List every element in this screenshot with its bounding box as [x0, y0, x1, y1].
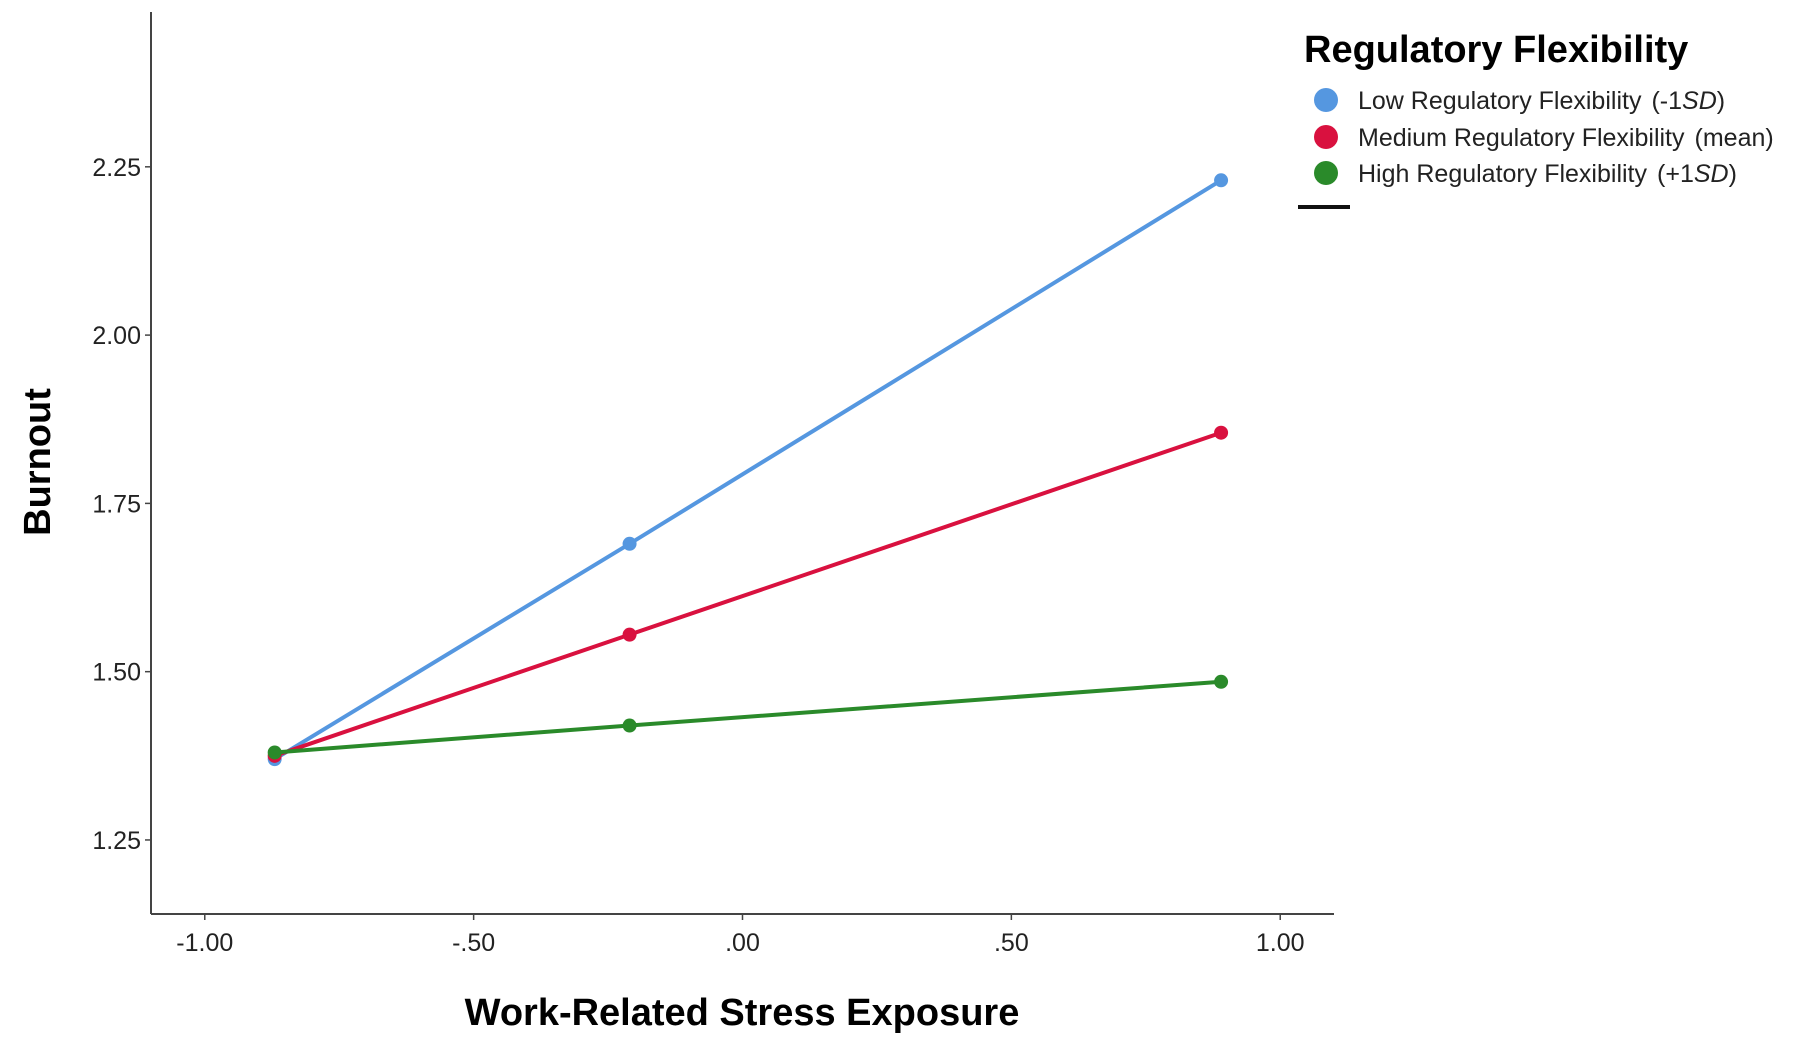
legend-label: Low Regulatory Flexibility (-1SD): [1358, 87, 1725, 115]
series-low: [267, 173, 1229, 767]
data-point: [622, 536, 637, 551]
x-tick-label: 1.00: [1256, 929, 1305, 957]
series-line: [272, 430, 1224, 758]
x-tick-label: -.50: [452, 929, 495, 957]
series-high: [267, 674, 1229, 760]
legend: Regulatory Flexibility Low Regulatory Fl…: [1298, 29, 1774, 209]
data-point: [1214, 173, 1229, 188]
legend-label: Medium Regulatory Flexibility (mean): [1358, 124, 1774, 152]
y-tick-labels: 1.25 1.50 1.75 2.00 2.25: [92, 154, 151, 855]
x-tick-label: .50: [994, 929, 1029, 957]
legend-marker: [1314, 88, 1338, 112]
legend-label: High Regulatory Flexibility (+1SD): [1358, 160, 1737, 188]
series-medium: [267, 425, 1229, 763]
x-tick-label: .00: [725, 929, 760, 957]
legend-marker: [1314, 161, 1338, 185]
series-line: [272, 679, 1224, 755]
series-layer: [267, 173, 1229, 767]
data-point: [267, 745, 282, 760]
data-point: [1214, 674, 1229, 689]
data-point: [622, 627, 637, 642]
x-axis-title: Work-Related Stress Exposure: [465, 992, 1020, 1034]
y-axis-title: Burnout: [17, 388, 59, 536]
legend-marker: [1314, 125, 1338, 149]
x-tick-labels: -1.00 -.50 .00 .50 1.00: [176, 914, 1305, 957]
y-tick-label: 1.25: [92, 827, 141, 855]
legend-title: Regulatory Flexibility: [1304, 29, 1688, 71]
series-line: [272, 178, 1224, 762]
data-point: [622, 718, 637, 733]
axes: [150, 12, 1334, 915]
y-tick-label: 2.00: [92, 322, 141, 350]
y-tick-label: 1.50: [92, 659, 141, 687]
y-tick-label: 1.75: [92, 490, 141, 518]
data-point: [1214, 425, 1229, 440]
legend-entries: Low Regulatory Flexibility (-1SD) Medium R…: [1314, 87, 1774, 188]
x-tick-label: -1.00: [176, 929, 233, 957]
y-tick-label: 2.25: [92, 154, 141, 182]
